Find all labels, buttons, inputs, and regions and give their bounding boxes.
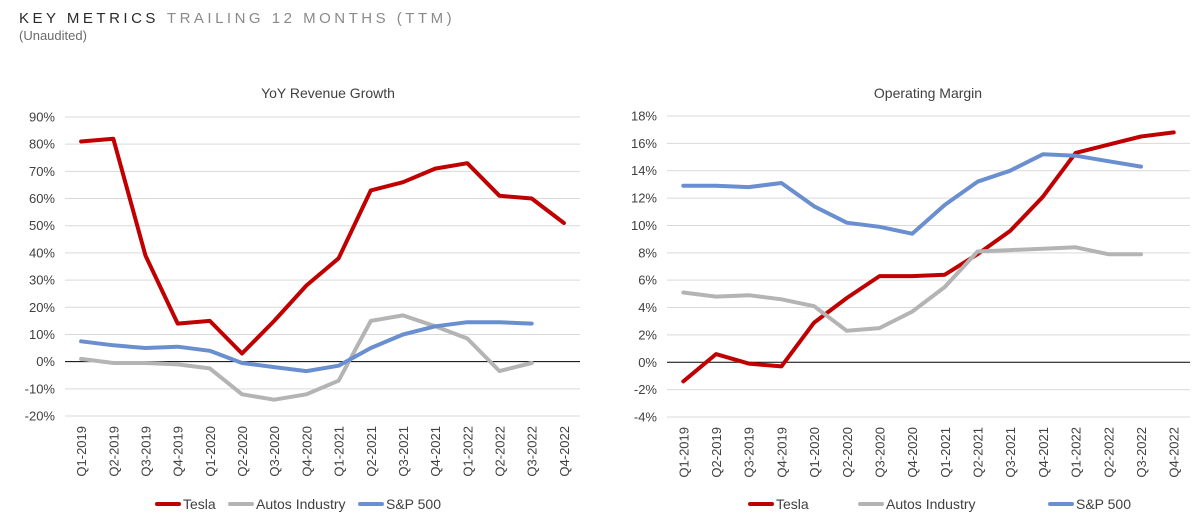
x-tick-label: Q2-2020	[840, 427, 855, 478]
x-tick-label: Q1-2020	[203, 426, 218, 477]
x-tick-label: Q1-2020	[807, 427, 822, 478]
x-tick-label: Q2-2022	[1101, 427, 1116, 478]
y-tick-label: 10%	[631, 218, 657, 233]
legend-label-s-p-500: S&P 500	[1076, 496, 1131, 512]
y-tick-label: 6%	[638, 273, 657, 288]
x-tick-label: Q1-2019	[74, 426, 89, 477]
page-header: KEY METRICS TRAILING 12 MONTHS (TTM) (Una…	[19, 10, 455, 43]
y-tick-label: 70%	[29, 164, 55, 179]
y-tick-label: 10%	[29, 327, 55, 342]
x-tick-label: Q3-2021	[396, 426, 411, 477]
y-tick-label: 14%	[631, 163, 657, 178]
page-title-bold: KEY METRICS	[19, 10, 159, 27]
legend-label-s-p-500: S&P 500	[386, 496, 441, 512]
y-tick-label: -4%	[634, 410, 658, 425]
y-tick-label: 4%	[638, 300, 657, 315]
y-tick-label: 2%	[638, 327, 657, 342]
y-tick-label: 20%	[29, 300, 55, 315]
x-tick-label: Q4-2022	[1167, 427, 1182, 478]
x-tick-label: Q4-2019	[774, 427, 789, 478]
y-tick-label: 12%	[631, 191, 657, 206]
x-tick-label: Q2-2021	[971, 427, 986, 478]
y-tick-label: -2%	[634, 382, 658, 397]
x-tick-label: Q3-2022	[1134, 427, 1149, 478]
y-tick-label: 80%	[29, 137, 55, 152]
x-tick-label: Q4-2021	[428, 426, 443, 477]
operating-margin-chart: Operating Margin -4% -2% 0% 2% 4% 6% 8% 10% 12% 14…	[631, 85, 1190, 512]
x-tick-label: Q3-2020	[267, 426, 282, 477]
y-tick-label: 8%	[638, 245, 657, 260]
x-tick-label: Q3-2019	[138, 426, 153, 477]
x-tick-label: Q3-2021	[1003, 427, 1018, 478]
x-tick-label: Q1-2022	[460, 426, 475, 477]
y-tick-label: 0%	[36, 354, 55, 369]
series-line-s-p-500	[681, 152, 1143, 236]
y-tick-label: 90%	[29, 110, 55, 125]
x-tick-label: Q3-2019	[742, 427, 757, 478]
legend-label-autos-industry: Autos Industry	[886, 496, 976, 512]
x-tick-label: Q2-2022	[493, 426, 508, 477]
chart-title: YoY Revenue Growth	[261, 85, 395, 101]
x-tick-label: Q1-2021	[332, 426, 347, 477]
x-tick-label: Q3-2020	[872, 427, 887, 478]
x-tick-label: Q4-2020	[299, 426, 314, 477]
y-tick-label: 50%	[29, 218, 55, 233]
x-tick-label: Q2-2020	[235, 426, 250, 477]
x-tick-label: Q3-2022	[525, 426, 540, 477]
y-tick-label: 18%	[631, 109, 657, 124]
page-title-light: TRAILING 12 MONTHS (TTM)	[166, 10, 456, 27]
legend-label-tesla: Tesla	[183, 496, 216, 512]
x-tick-label: Q4-2022	[557, 426, 572, 477]
revenue-growth-chart: YoY Revenue Growth -20% -10% 0% 10% 20% 30% 40%…	[25, 85, 580, 512]
x-tick-label: Q2-2019	[709, 427, 724, 478]
series-line-autos-industry	[681, 245, 1143, 333]
legend-label-autos-industry: Autos Industry	[256, 496, 346, 512]
x-tick-label: Q4-2021	[1036, 427, 1051, 478]
y-tick-label: -10%	[25, 381, 56, 396]
y-tick-label: -20%	[25, 409, 56, 424]
y-tick-label: 16%	[631, 136, 657, 151]
y-tick-label: 60%	[29, 191, 55, 206]
series-line-tesla	[79, 136, 566, 356]
series-line-tesla	[681, 130, 1176, 384]
y-tick-label: 0%	[638, 355, 657, 370]
y-tick-label: 30%	[29, 273, 55, 288]
x-tick-label: Q2-2019	[106, 426, 121, 477]
y-tick-label: 40%	[29, 245, 55, 260]
x-tick-label: Q2-2021	[364, 426, 379, 477]
series-line-autos-industry	[79, 313, 534, 402]
legend-label-tesla: Tesla	[776, 496, 809, 512]
x-tick-label: Q1-2022	[1069, 427, 1084, 478]
x-tick-label: Q1-2021	[938, 427, 953, 478]
x-tick-label: Q4-2019	[171, 426, 186, 477]
chart-title: Operating Margin	[874, 85, 982, 101]
x-tick-label: Q4-2020	[905, 427, 920, 478]
page-subtitle: (Unaudited)	[19, 28, 87, 43]
x-tick-label: Q1-2019	[676, 427, 691, 478]
page-title: KEY METRICS TRAILING 12 MONTHS (TTM)	[19, 10, 455, 27]
